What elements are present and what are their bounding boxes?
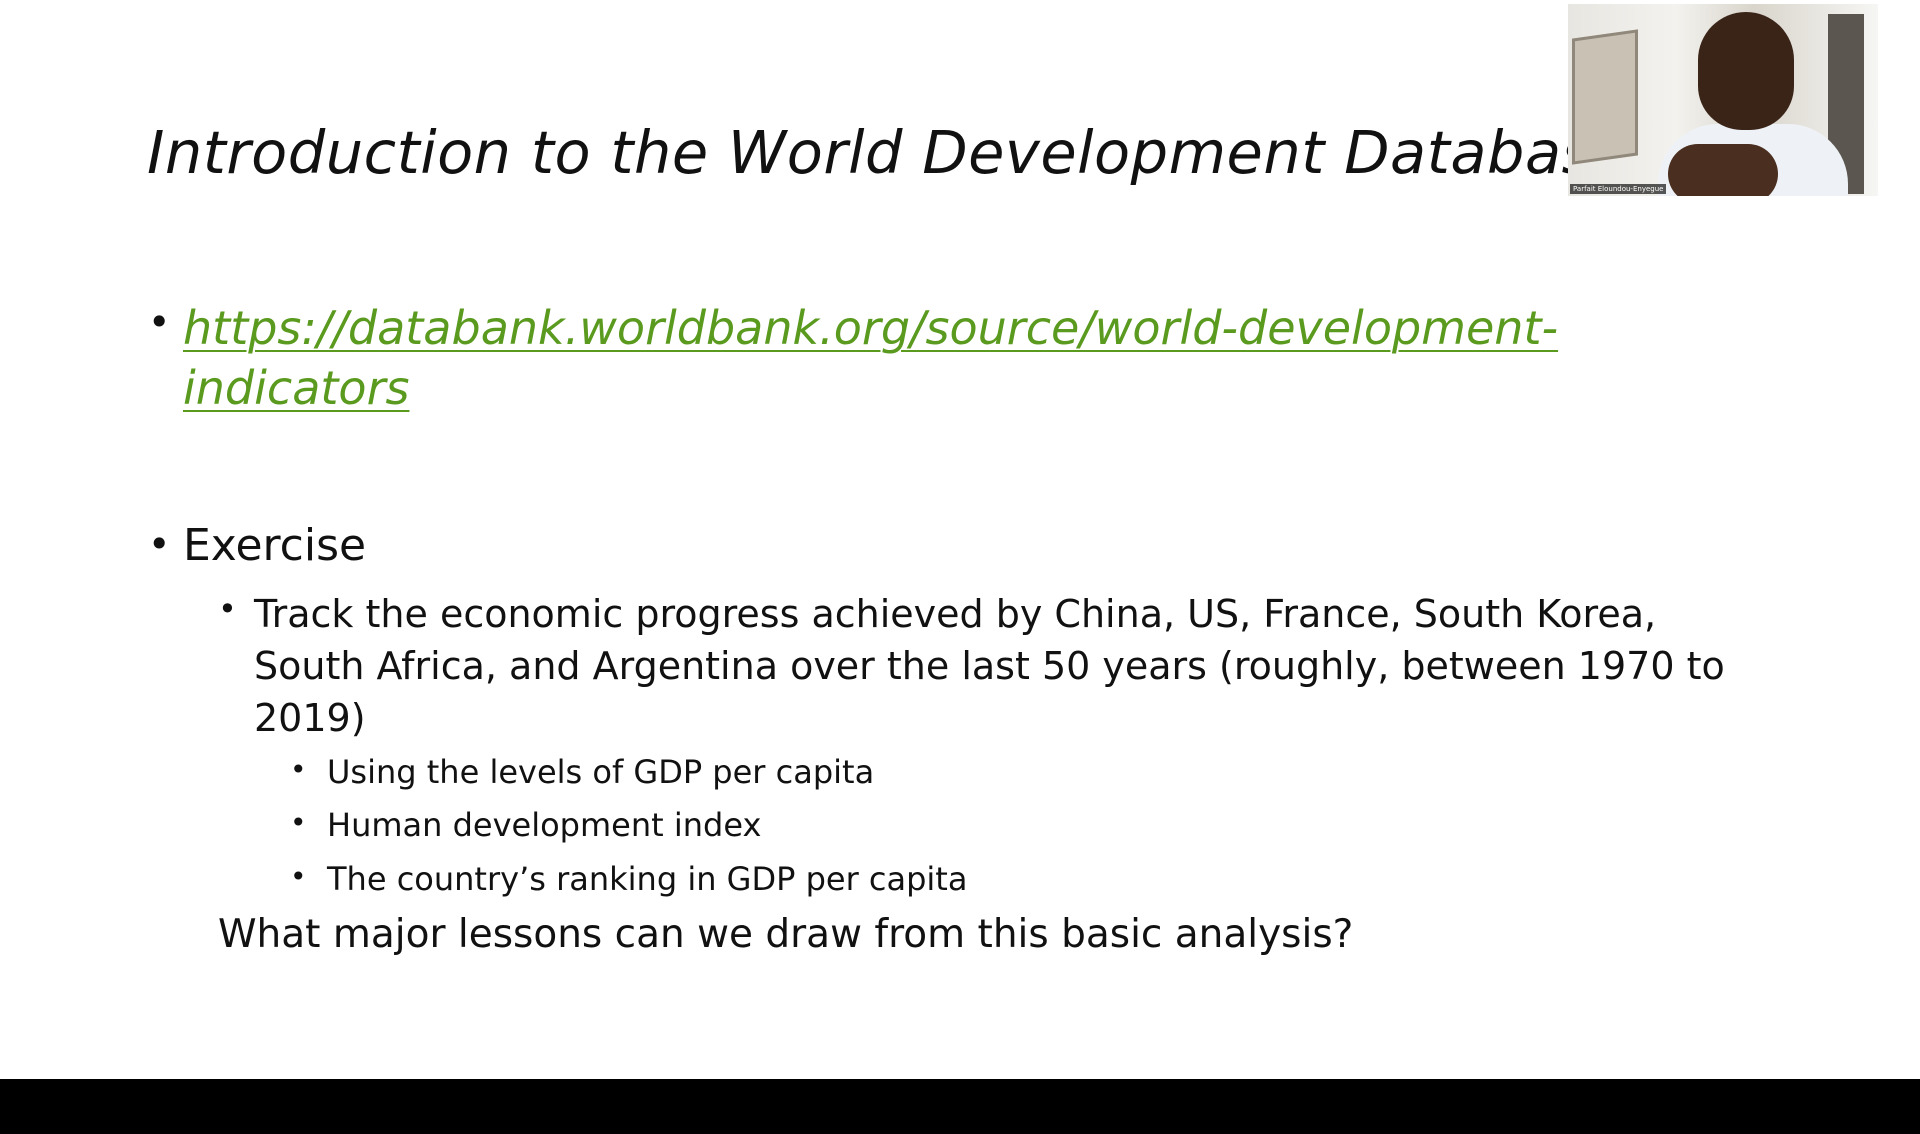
sub-bullet-text: The country’s ranking in GDP per capita <box>327 860 968 898</box>
bullet-icon: • <box>290 806 307 839</box>
bullet-icon: • <box>290 860 307 893</box>
presentation-slide: Introduction to the World Development Da… <box>0 0 1920 1079</box>
bullet-icon: • <box>290 753 307 786</box>
slide-title: Introduction to the World Development Da… <box>147 118 1630 187</box>
bullet-icon: • <box>218 590 237 628</box>
bullet-icon: • <box>148 300 171 344</box>
discussion-question: What major lessons can we draw from this… <box>218 912 1354 957</box>
participant-name-label: Parfait Eloundou-Enyegue <box>1570 184 1667 194</box>
exercise-label: Exercise <box>183 520 367 571</box>
background-cabinet <box>1572 29 1638 165</box>
speaker-hand <box>1668 144 1778 196</box>
exercise-task-text: Track the economic progress achieved by … <box>254 592 1725 740</box>
sub-bullet-text: Using the levels of GDP per capita <box>327 753 875 791</box>
sub-bullet-text: Human development index <box>327 806 762 844</box>
bullet-icon: • <box>148 522 171 566</box>
speaker-head <box>1698 12 1794 130</box>
participant-video-thumbnail[interactable]: Parfait Eloundou-Enyegue <box>1568 4 1878 196</box>
world-development-indicators-link[interactable]: https://databank.worldbank.org/source/wo… <box>183 301 1559 415</box>
